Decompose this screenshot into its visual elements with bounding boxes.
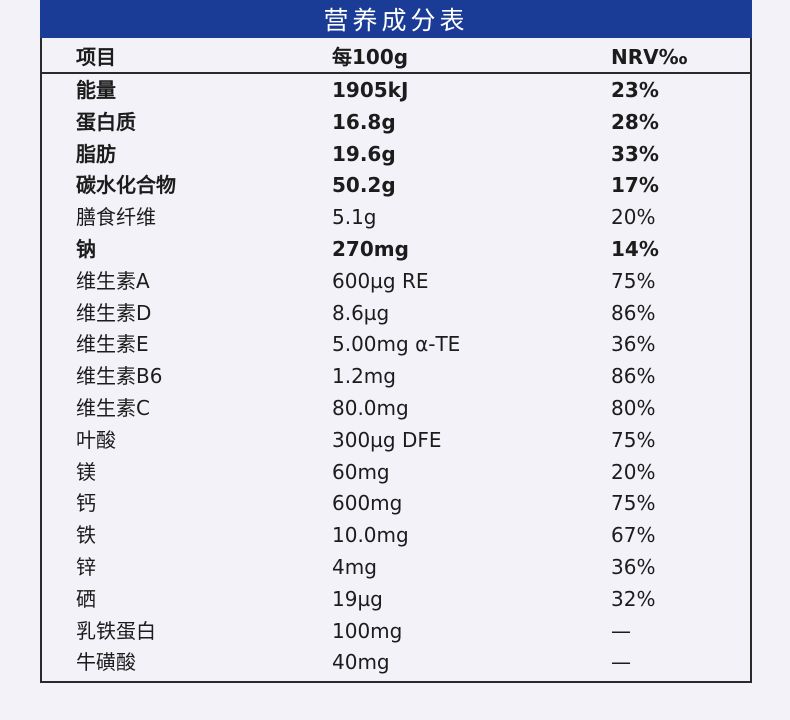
row-item: 维生素E bbox=[76, 332, 149, 357]
row-amount: 270mg bbox=[332, 236, 409, 261]
table-header: 项目 每100g NRV‰ bbox=[76, 42, 752, 72]
row-nrv: 14% bbox=[611, 236, 659, 261]
header-per-100g: 每100g bbox=[332, 45, 409, 69]
row-item: 乳铁蛋白 bbox=[76, 618, 156, 643]
table-row: 维生素A 600µg RE 75% bbox=[76, 266, 752, 298]
row-amount: 4mg bbox=[332, 554, 377, 579]
row-item: 牛磺酸 bbox=[76, 650, 136, 675]
row-amount: 1905kJ bbox=[332, 78, 409, 102]
row-amount: 5.1g bbox=[332, 205, 377, 230]
row-amount: 5.00mg α-TE bbox=[332, 332, 461, 357]
row-nrv: 80% bbox=[611, 395, 656, 420]
row-item: 锌 bbox=[76, 554, 96, 579]
row-amount: 10.0mg bbox=[332, 523, 409, 548]
row-amount: 600mg bbox=[332, 491, 403, 516]
header-item: 项目 bbox=[76, 45, 116, 69]
row-amount: 300µg DFE bbox=[332, 427, 442, 452]
table-row: 脂肪 19.6g 33% bbox=[76, 139, 752, 171]
table-row: 硒 19µg 32% bbox=[76, 584, 752, 616]
row-item: 脂肪 bbox=[76, 141, 116, 166]
table-row: 镁 60mg 20% bbox=[76, 457, 752, 489]
row-amount: 19µg bbox=[332, 586, 383, 611]
row-amount: 600µg RE bbox=[332, 268, 429, 293]
header-divider bbox=[40, 72, 752, 74]
row-amount: 50.2g bbox=[332, 173, 396, 198]
table-row: 维生素B6 1.2mg 86% bbox=[76, 361, 752, 393]
row-nrv: 67% bbox=[611, 523, 656, 548]
table-row: 叶酸 300µg DFE 75% bbox=[76, 425, 752, 457]
table-row: 维生素D 8.6µg 86% bbox=[76, 298, 752, 330]
row-item: 硒 bbox=[76, 586, 96, 611]
row-item: 钠 bbox=[76, 236, 96, 261]
row-nrv: 86% bbox=[611, 364, 656, 389]
row-amount: 80.0mg bbox=[332, 395, 409, 420]
row-nrv: 17% bbox=[611, 173, 659, 198]
row-item: 镁 bbox=[76, 459, 96, 484]
row-item: 维生素A bbox=[76, 268, 150, 293]
row-nrv: 75% bbox=[611, 427, 656, 452]
table-row: 维生素C 80.0mg 80% bbox=[76, 393, 752, 425]
row-nrv: — bbox=[611, 618, 631, 643]
table-row: 铁 10.0mg 67% bbox=[76, 520, 752, 552]
row-amount: 1.2mg bbox=[332, 364, 396, 389]
nutrition-panel bbox=[40, 0, 752, 683]
row-nrv: 75% bbox=[611, 268, 656, 293]
table-row: 碳水化合物 50.2g 17% bbox=[76, 170, 752, 202]
row-item: 钙 bbox=[76, 491, 96, 516]
row-amount: 8.6µg bbox=[332, 300, 390, 325]
table-row: 钙 600mg 75% bbox=[76, 488, 752, 520]
row-nrv: 28% bbox=[611, 109, 659, 134]
row-nrv: 20% bbox=[611, 459, 656, 484]
row-item: 蛋白质 bbox=[76, 109, 136, 134]
table-row: 膳食纤维 5.1g 20% bbox=[76, 202, 752, 234]
table-title: 营养成分表 bbox=[40, 0, 752, 38]
row-amount: 16.8g bbox=[332, 109, 396, 134]
row-item: 碳水化合物 bbox=[76, 173, 176, 198]
header-nrv: NRV‰ bbox=[611, 45, 688, 69]
row-nrv: 33% bbox=[611, 141, 659, 166]
row-item: 膳食纤维 bbox=[76, 205, 156, 230]
row-amount: 100mg bbox=[332, 618, 403, 643]
row-item: 铁 bbox=[76, 523, 96, 548]
row-item: 能量 bbox=[76, 78, 116, 102]
row-amount: 60mg bbox=[332, 459, 390, 484]
table-row: 维生素E 5.00mg α-TE 36% bbox=[76, 329, 752, 361]
table-row: 乳铁蛋白 100mg — bbox=[76, 616, 752, 648]
row-nrv: 86% bbox=[611, 300, 656, 325]
row-amount: 19.6g bbox=[332, 141, 396, 166]
row-item: 维生素B6 bbox=[76, 364, 163, 389]
row-nrv: 32% bbox=[611, 586, 656, 611]
row-nrv: 23% bbox=[611, 78, 659, 102]
row-nrv: 36% bbox=[611, 554, 656, 579]
nutrition-rows: 能量 1905kJ 23% 蛋白质 16.8g 28% 脂肪 19.6g 33% 碳水化合物 50.… bbox=[76, 75, 752, 679]
table-row: 能量 1905kJ 23% bbox=[76, 75, 752, 107]
row-item: 维生素D bbox=[76, 300, 152, 325]
table-row: 锌 4mg 36% bbox=[76, 552, 752, 584]
row-nrv: 20% bbox=[611, 205, 656, 230]
table-row: 牛磺酸 40mg — bbox=[76, 647, 752, 679]
row-item: 叶酸 bbox=[76, 427, 116, 452]
row-nrv: 36% bbox=[611, 332, 656, 357]
row-nrv: — bbox=[611, 650, 631, 675]
row-item: 维生素C bbox=[76, 395, 150, 420]
row-amount: 40mg bbox=[332, 650, 390, 675]
table-row: 钠 270mg 14% bbox=[76, 234, 752, 266]
table-row: 蛋白质 16.8g 28% bbox=[76, 107, 752, 139]
row-nrv: 75% bbox=[611, 491, 656, 516]
